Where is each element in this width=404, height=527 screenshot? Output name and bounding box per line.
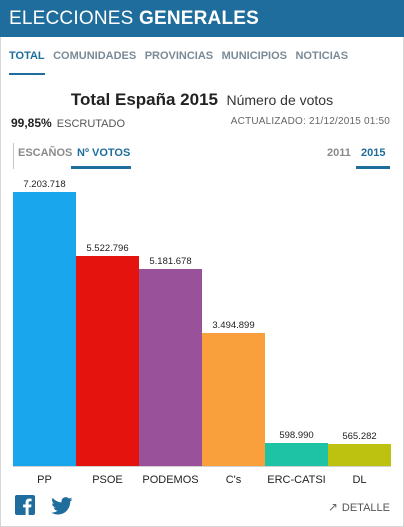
detail-label: DETALLE — [341, 502, 390, 514]
twitter-icon[interactable] — [51, 497, 73, 515]
bar-value-label: 7.203.718 — [23, 179, 65, 190]
category-label: PODEMOS — [142, 474, 198, 486]
chart-svg: 7.203.718 PP 5.522.796 PSOE 5.181.678 PODEMOS… — [13, 179, 391, 486]
toggle-votes-underline — [71, 166, 131, 169]
bar-erc-catsi[interactable] — [265, 443, 328, 466]
category-label: PSOE — [92, 474, 123, 486]
tab-comunidades[interactable]: COMUNIDADES — [53, 50, 137, 62]
bar-podemos[interactable] — [139, 269, 202, 466]
scrutiny-percent: 99,85% — [11, 116, 52, 130]
bar-value-label: 5.181.678 — [149, 256, 191, 267]
bar-pp[interactable] — [13, 192, 76, 466]
year-2015-button[interactable]: 2015 — [361, 147, 386, 159]
scrutiny-label: ESCRUTADO — [56, 118, 126, 130]
category-label: ERC-CATSI — [267, 474, 325, 486]
year-2011-button[interactable]: 2011 — [327, 147, 351, 159]
toggle-seats-button[interactable]: ESCAÑOS — [18, 147, 73, 159]
category-label: DL — [352, 474, 366, 486]
votes-bar-chart: 7.203.718 PP 5.522.796 PSOE 5.181.678 PODEMOS… — [0, 165, 404, 495]
bar-value-label: 565.282 — [342, 431, 376, 442]
tab-total[interactable]: TOTAL — [9, 49, 45, 75]
bar-psoe[interactable] — [76, 256, 139, 466]
bar-c-s[interactable] — [202, 333, 265, 466]
results-title-sub: Número de votos — [226, 92, 334, 108]
tab-noticias[interactable]: NOTICIAS — [295, 50, 349, 62]
detail-link[interactable]: ↗ DETALLE — [328, 500, 390, 514]
category-label: PP — [37, 474, 52, 486]
app-header: ELECCIONES GENERALES — [0, 0, 404, 37]
updated-timestamp: ACTUALIZADO: 21/12/2015 01:50 — [230, 116, 390, 127]
scrutiny-status: 99,85% ESCRUTADO — [11, 116, 125, 130]
bar-value-label: 598.990 — [279, 430, 313, 441]
footer: ↗ DETALLE — [0, 495, 404, 527]
toggle-votes-button[interactable]: Nº VOTOS — [77, 147, 131, 159]
app-title-light: ELECCIONES — [9, 8, 134, 29]
bar-value-label: 5.522.796 — [86, 243, 128, 254]
tab-provincias[interactable]: PROVINCIAS — [144, 50, 214, 62]
results-title: Total España 2015 Número de votos — [0, 90, 404, 110]
results-title-main: Total España 2015 — [70, 90, 219, 109]
category-label: C's — [226, 474, 242, 486]
bar-dl[interactable] — [328, 444, 391, 466]
tab-municipios[interactable]: MUNICIPIOS — [221, 50, 288, 62]
toggle-divider — [13, 143, 14, 169]
app-title-bold: GENERALES — [138, 8, 260, 29]
section-tabs: TOTAL COMUNIDADES PROVINCIAS MUNICIPIOS … — [9, 46, 352, 75]
app-title: ELECCIONES GENERALES — [9, 8, 259, 30]
bar-value-label: 3.494.899 — [212, 320, 254, 331]
facebook-icon[interactable] — [15, 495, 35, 515]
detail-arrow-icon: ↗ — [327, 500, 338, 514]
year-2015-underline — [356, 166, 390, 169]
